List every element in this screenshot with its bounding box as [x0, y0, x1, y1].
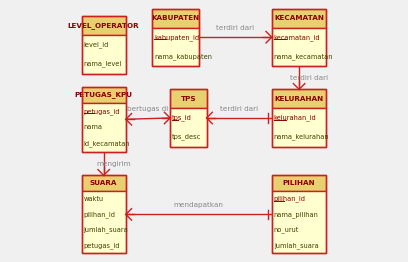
Text: terdiri dari: terdiri dari — [220, 106, 258, 112]
Text: nama_kabupaten: nama_kabupaten — [154, 53, 212, 60]
Bar — [272, 175, 326, 254]
Text: waktu: waktu — [84, 196, 104, 202]
Text: nama_level: nama_level — [84, 61, 122, 68]
Bar — [272, 8, 326, 28]
Bar — [272, 89, 326, 108]
Text: bertugas di: bertugas di — [127, 106, 169, 112]
Bar — [170, 108, 206, 147]
Text: jumlah_suara: jumlah_suara — [84, 227, 129, 233]
Bar — [272, 175, 326, 191]
Bar — [82, 175, 126, 254]
Bar — [152, 8, 199, 66]
Text: PETUGAS_KPU: PETUGAS_KPU — [75, 91, 133, 98]
Text: id_kecamatan: id_kecamatan — [84, 140, 130, 147]
Text: nama: nama — [84, 124, 102, 130]
Bar — [82, 16, 126, 74]
Text: tps_desc: tps_desc — [172, 134, 202, 140]
Text: mengirim: mengirim — [97, 161, 131, 167]
Bar — [82, 16, 126, 35]
Bar — [82, 35, 126, 74]
Bar — [152, 28, 199, 66]
Text: nama_pilihan: nama_pilihan — [274, 211, 319, 218]
Text: level_id: level_id — [84, 42, 109, 48]
Bar — [82, 87, 126, 103]
Text: petugas_id: petugas_id — [84, 108, 120, 114]
Text: no_urut: no_urut — [274, 227, 299, 233]
Text: mendapatkan: mendapatkan — [174, 202, 224, 208]
Text: nama_kecamatan: nama_kecamatan — [274, 53, 333, 60]
Bar — [82, 191, 126, 254]
Text: SUARA: SUARA — [90, 180, 118, 186]
Text: tps_id: tps_id — [172, 114, 192, 121]
Bar — [170, 89, 206, 108]
Text: terdiri dari: terdiri dari — [216, 25, 254, 31]
Text: kabupaten_id: kabupaten_id — [154, 34, 199, 41]
Text: PILIHAN: PILIHAN — [283, 180, 315, 186]
Text: KELURAHAN: KELURAHAN — [275, 96, 324, 102]
Bar — [82, 87, 126, 152]
Text: LEVEL_OPERATOR: LEVEL_OPERATOR — [68, 23, 140, 29]
Text: kecamatan_id: kecamatan_id — [274, 34, 320, 41]
Text: petugas_id: petugas_id — [84, 242, 120, 249]
Text: KECAMATAN: KECAMATAN — [274, 15, 324, 21]
Bar — [272, 191, 326, 254]
Text: terdiri dari: terdiri dari — [290, 75, 328, 81]
Text: KABUPATEN: KABUPATEN — [151, 15, 200, 21]
Bar — [272, 28, 326, 66]
Text: kelurahan_id: kelurahan_id — [274, 114, 317, 121]
Text: pilihan_id: pilihan_id — [274, 195, 306, 202]
Bar — [272, 89, 326, 147]
Text: TPS: TPS — [181, 96, 196, 102]
Bar — [152, 8, 199, 28]
Bar — [82, 103, 126, 152]
Bar — [272, 8, 326, 66]
Bar — [82, 175, 126, 191]
Bar — [170, 89, 206, 147]
Text: pilihan_id: pilihan_id — [84, 211, 115, 218]
Bar — [272, 108, 326, 147]
Text: jumlah_suara: jumlah_suara — [274, 242, 319, 249]
Text: nama_kelurahan: nama_kelurahan — [274, 134, 330, 140]
